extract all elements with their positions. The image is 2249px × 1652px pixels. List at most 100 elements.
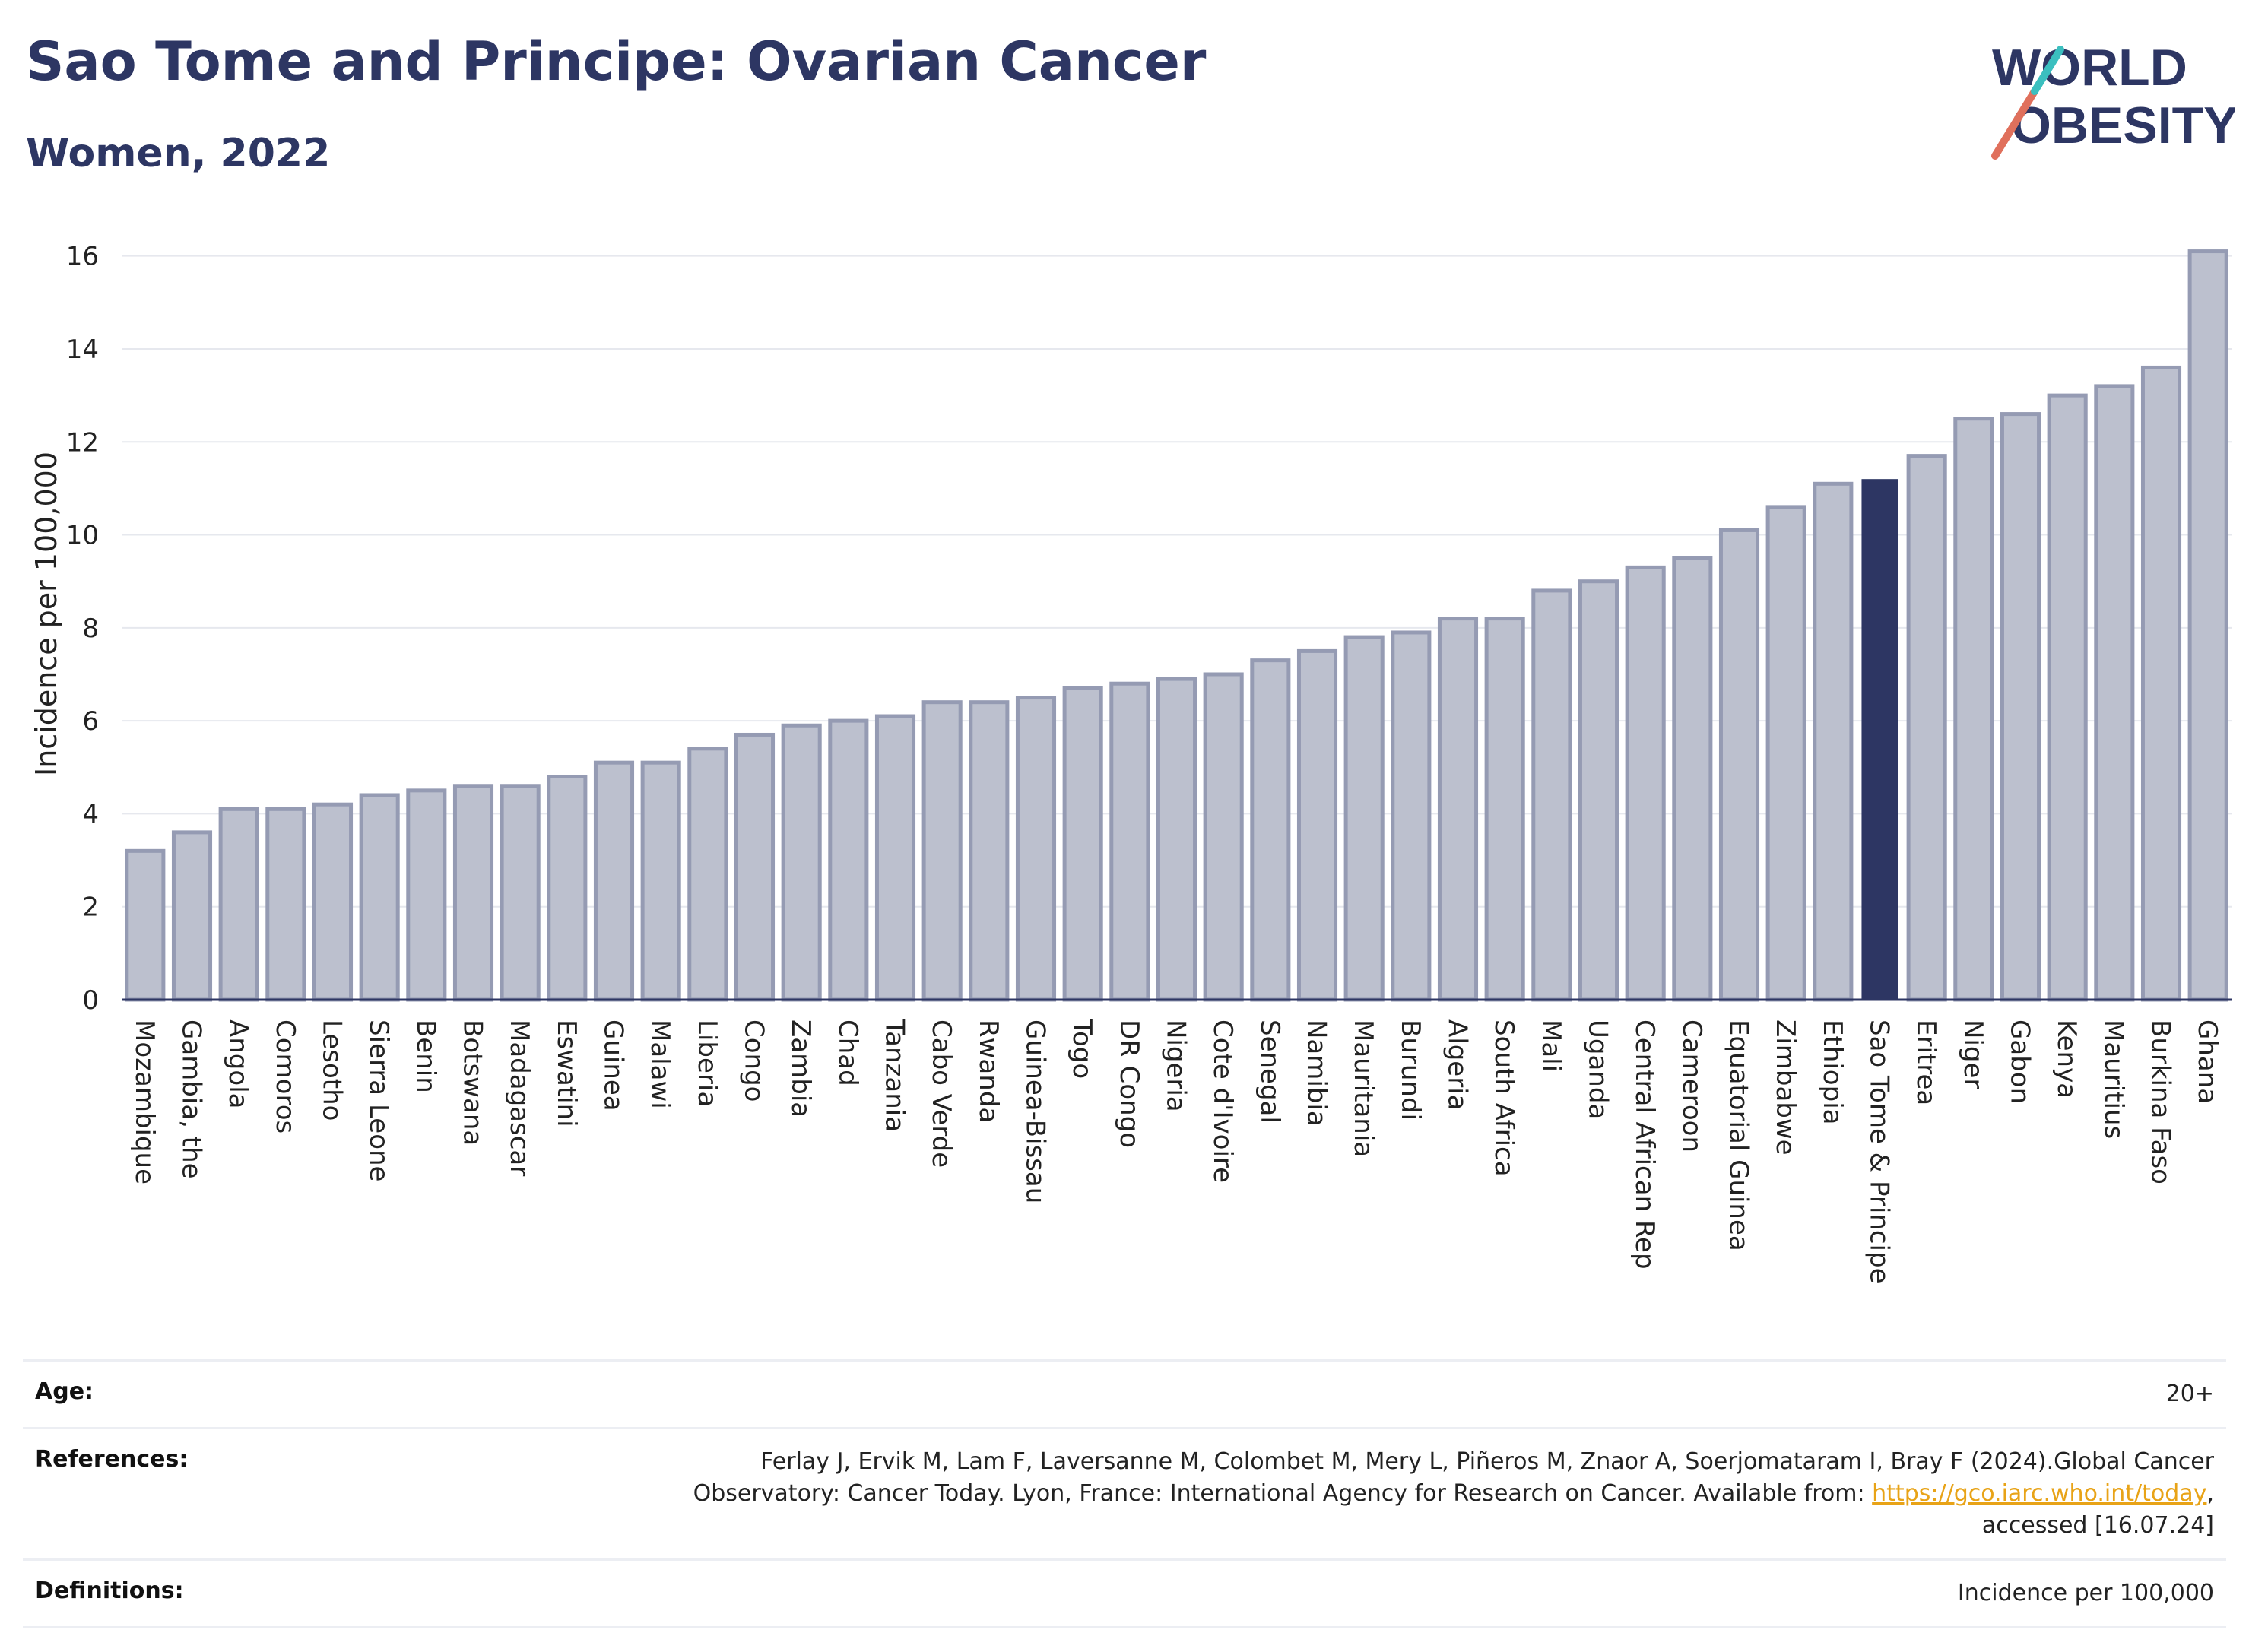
bar-chart: 0 2 4 6 8 10 12 14 16 Mozambique Gambia, the Angol… xyxy=(30,242,2232,1284)
references-line-2-text: Observatory: Cancer Today. Lyon, France:… xyxy=(693,1480,1873,1507)
x-tick-label: Mali xyxy=(1536,1019,1566,1072)
x-tick-label: Liberia xyxy=(692,1019,722,1107)
x-tick-label: Lesotho xyxy=(317,1019,347,1121)
x-tick-label: Ghana xyxy=(2192,1019,2222,1104)
page-subtitle: Women, 2022 xyxy=(26,131,331,176)
x-tick-label: Mauritania xyxy=(1348,1019,1378,1157)
x-tick-label: Gabon xyxy=(2005,1019,2035,1104)
bar xyxy=(1672,556,1713,1002)
bar xyxy=(1484,617,1525,1002)
bar xyxy=(547,775,588,1002)
logo-slash-teal xyxy=(2031,46,2064,95)
bar xyxy=(921,700,963,1002)
x-tick-label: South Africa xyxy=(1489,1019,1519,1177)
bar xyxy=(640,760,681,1002)
bar xyxy=(1578,579,1619,1002)
bar xyxy=(1203,672,1244,1002)
bar xyxy=(781,723,822,1002)
x-tick-label: Zimbabwe xyxy=(1770,1019,1800,1156)
x-tick-label: Senegal xyxy=(1255,1019,1285,1124)
x-tick-label: Eswatini xyxy=(551,1019,582,1127)
world-obesity-logo: WORLD OBESITY xyxy=(1991,39,2235,160)
y-tick-label: 4 xyxy=(82,799,99,829)
x-tick-label: Uganda xyxy=(1583,1019,1613,1119)
info-row-references: References: Ferlay J, Ervik M, Lam F, La… xyxy=(23,1427,2226,1558)
x-tick-label: DR Congo xyxy=(1114,1019,1144,1148)
x-tick-label: Ethiopia xyxy=(1817,1019,1848,1124)
bar xyxy=(593,760,635,1002)
y-tick-label: 2 xyxy=(82,893,99,923)
x-tick-label: Burkina Faso xyxy=(2146,1019,2176,1184)
bar xyxy=(1906,454,1947,1002)
info-row-age: Age: 20+ xyxy=(23,1359,2226,1427)
x-tick-label: Benin xyxy=(411,1019,441,1093)
bar xyxy=(1296,648,1338,1002)
bar xyxy=(312,802,354,1002)
bar xyxy=(2000,412,2041,1002)
x-tick-label: Cabo Verde xyxy=(926,1019,956,1168)
bar xyxy=(2140,365,2182,1002)
x-tick-label: Zambia xyxy=(785,1019,816,1118)
x-tick-label: Togo xyxy=(1067,1019,1097,1079)
bar xyxy=(1391,630,1432,1002)
x-tick-label: Central African Rep xyxy=(1629,1019,1660,1270)
x-tick-label: Comoros xyxy=(270,1019,300,1134)
bar xyxy=(1343,635,1385,1002)
bar xyxy=(452,784,494,1002)
references-value: Ferlay J, Ervik M, Lam F, Laversanne M, … xyxy=(693,1446,2214,1542)
info-table: Age: 20+ References: Ferlay J, Ervik M, … xyxy=(23,1359,2226,1628)
x-tick-label: Cameroon xyxy=(1676,1019,1707,1153)
x-tick-label: Kenya xyxy=(2051,1019,2082,1099)
x-tick-label: Mauritius xyxy=(2098,1019,2129,1139)
bar xyxy=(874,714,916,1002)
bar xyxy=(2094,384,2135,1002)
bar xyxy=(2047,393,2088,1002)
bar xyxy=(828,718,869,1002)
logo-slash-coral xyxy=(1991,87,2038,160)
x-tick-label: Sierra Leone xyxy=(363,1019,394,1181)
y-tick-label: 10 xyxy=(66,521,99,551)
y-tick-label: 16 xyxy=(66,242,99,272)
y-tick-label: 6 xyxy=(82,706,99,737)
logo-word-2: OBESITY xyxy=(2011,97,2235,154)
x-tick-label: Rwanda xyxy=(973,1019,1004,1123)
references-link[interactable]: https://gco.iarc.who.int/today xyxy=(1872,1480,2207,1507)
bar xyxy=(406,788,447,1002)
x-tick-label: Tanzania xyxy=(880,1019,910,1132)
x-tick-label: Sao Tome & Principe xyxy=(1864,1019,1895,1284)
y-tick-label: 14 xyxy=(66,335,99,365)
info-row-definitions: Definitions: Incidence per 100,000 xyxy=(23,1558,2226,1628)
x-tick-label: Guinea xyxy=(598,1019,629,1111)
bar xyxy=(265,807,306,1002)
y-axis-title: Incidence per 100,000 xyxy=(30,452,63,776)
references-line-3: accessed [16.07.24] xyxy=(1981,1512,2214,1539)
x-tick-label: Cote d'Ivoire xyxy=(1207,1019,1238,1183)
x-tick-labels: Mozambique Gambia, the Angola Comoros Lesoth… xyxy=(129,1019,2222,1284)
references-line-2: Observatory: Cancer Today. Lyon, France:… xyxy=(693,1478,2214,1510)
references-label: References: xyxy=(35,1446,189,1473)
bar xyxy=(1109,681,1150,1002)
x-tick-label: Eritrea xyxy=(1911,1019,1941,1105)
bar xyxy=(1062,686,1103,1002)
x-tick-label: Mozambique xyxy=(129,1019,160,1184)
x-tick-label: Botswana xyxy=(458,1019,488,1146)
y-tick-label: 8 xyxy=(82,614,99,644)
x-tick-label: Congo xyxy=(739,1019,769,1102)
references-line-2-end: , xyxy=(2206,1480,2214,1507)
definitions-value: Incidence per 100,000 xyxy=(1957,1580,2214,1606)
x-tick-label: Malawi xyxy=(645,1019,675,1109)
y-tick-label: 12 xyxy=(66,427,99,458)
bars xyxy=(125,249,2228,1002)
x-tick-label: Guinea-Bissau xyxy=(1020,1019,1051,1203)
x-tick-label: Namibia xyxy=(1302,1019,1332,1127)
page-title: Sao Tome and Principe: Ovarian Cancer xyxy=(26,30,1207,93)
bar xyxy=(171,830,213,1002)
x-tick-label: Equatorial Guinea xyxy=(1724,1019,1754,1251)
bar xyxy=(500,784,541,1002)
x-tick-label: Chad xyxy=(833,1019,863,1086)
x-tick-label: Nigeria xyxy=(1161,1019,1191,1112)
bar xyxy=(1813,481,1854,1002)
x-tick-label: Angola xyxy=(223,1019,253,1108)
bar xyxy=(969,700,1010,1002)
bar xyxy=(1156,677,1197,1002)
